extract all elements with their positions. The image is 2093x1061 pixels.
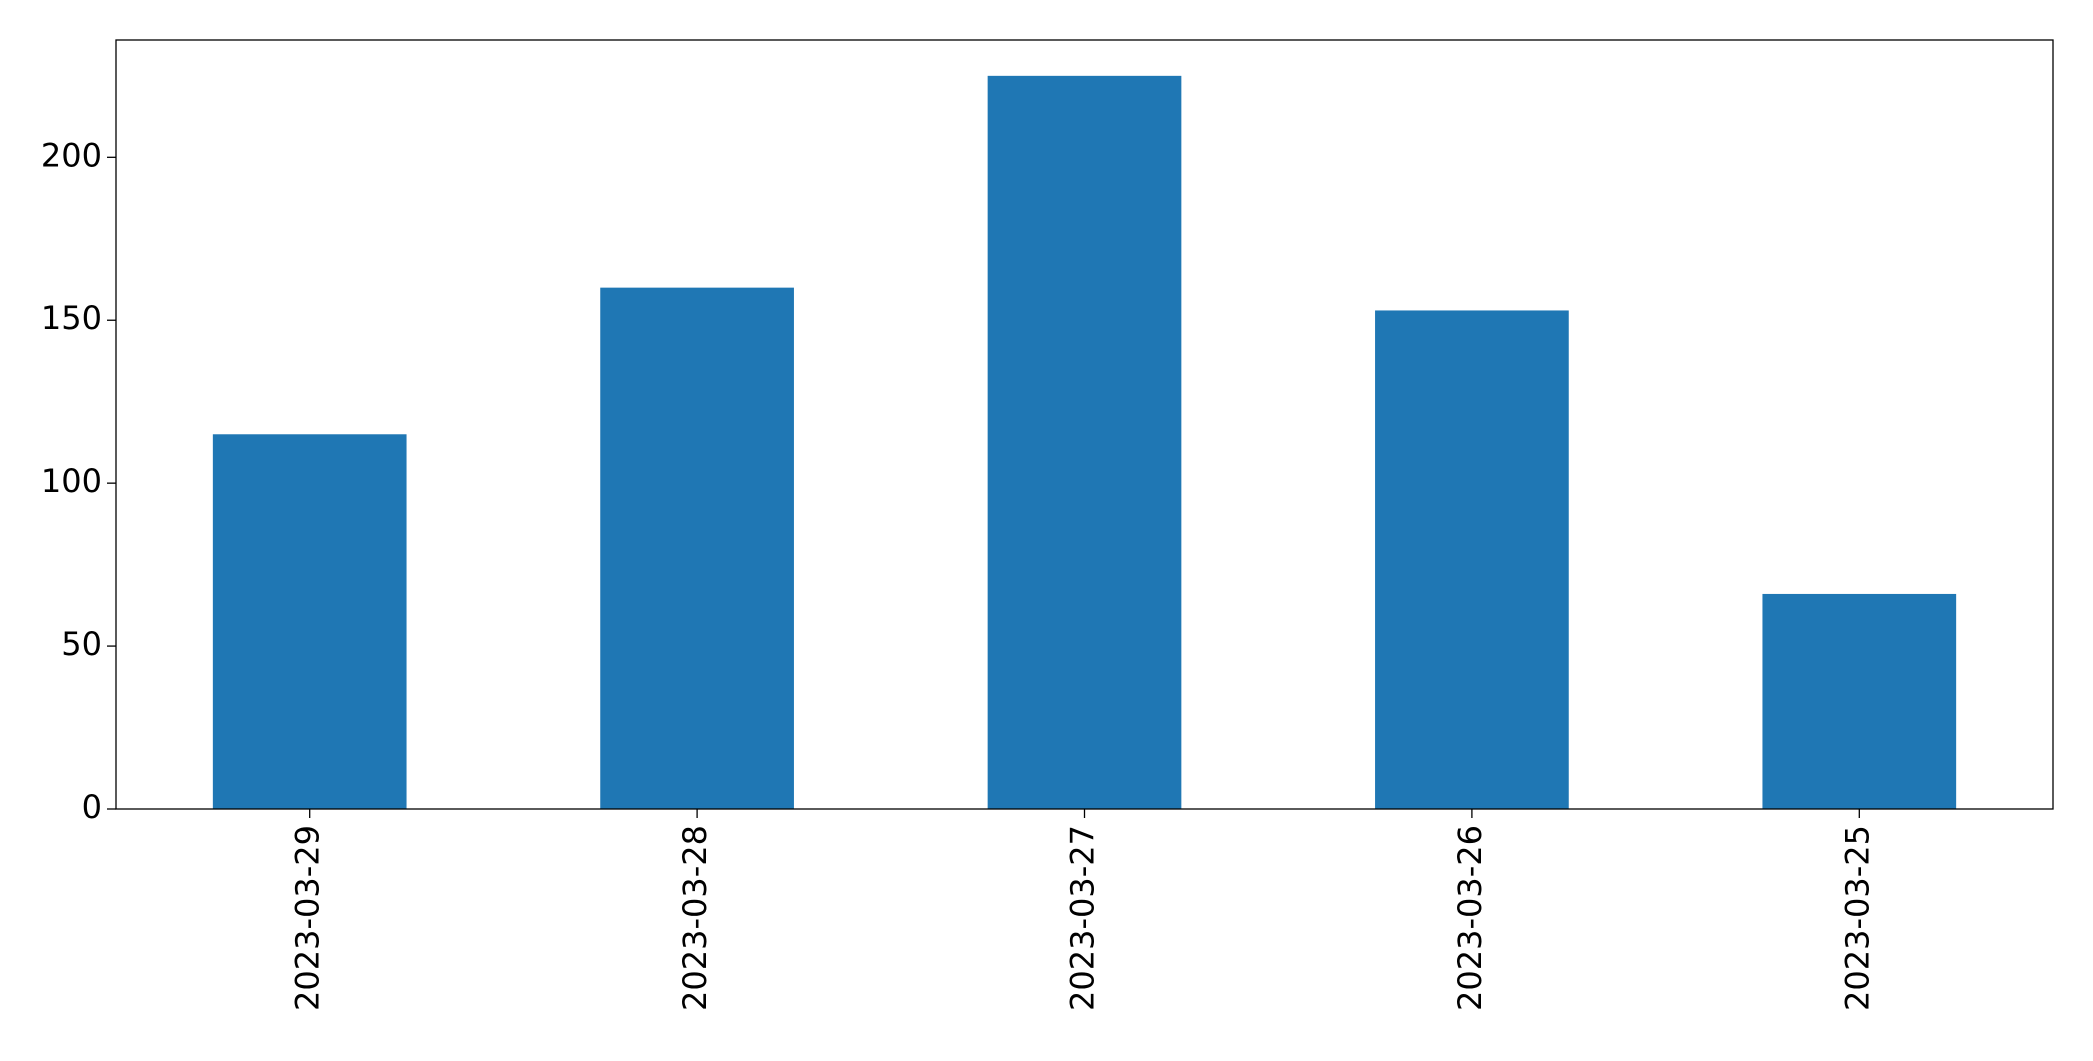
bar [1375,310,1569,809]
x-tick-label: 2023-03-25 [1838,825,1876,1011]
bar [1762,593,1957,809]
bar [987,75,1182,810]
y-tick-label: 0 [82,788,102,826]
y-tick-label: 150 [41,299,102,337]
y-tick-label: 200 [41,136,102,174]
plot-frame [115,39,2054,810]
x-tick-label: 2023-03-28 [676,825,714,1011]
x-tick-label: 2023-03-27 [1064,825,1102,1011]
x-tick-label: 2023-03-26 [1451,825,1489,1011]
x-tick-label: 2023-03-29 [289,825,327,1011]
y-tick-label: 50 [61,625,102,663]
bar [212,434,407,809]
bar [600,287,794,810]
y-tick-label: 100 [41,462,102,500]
